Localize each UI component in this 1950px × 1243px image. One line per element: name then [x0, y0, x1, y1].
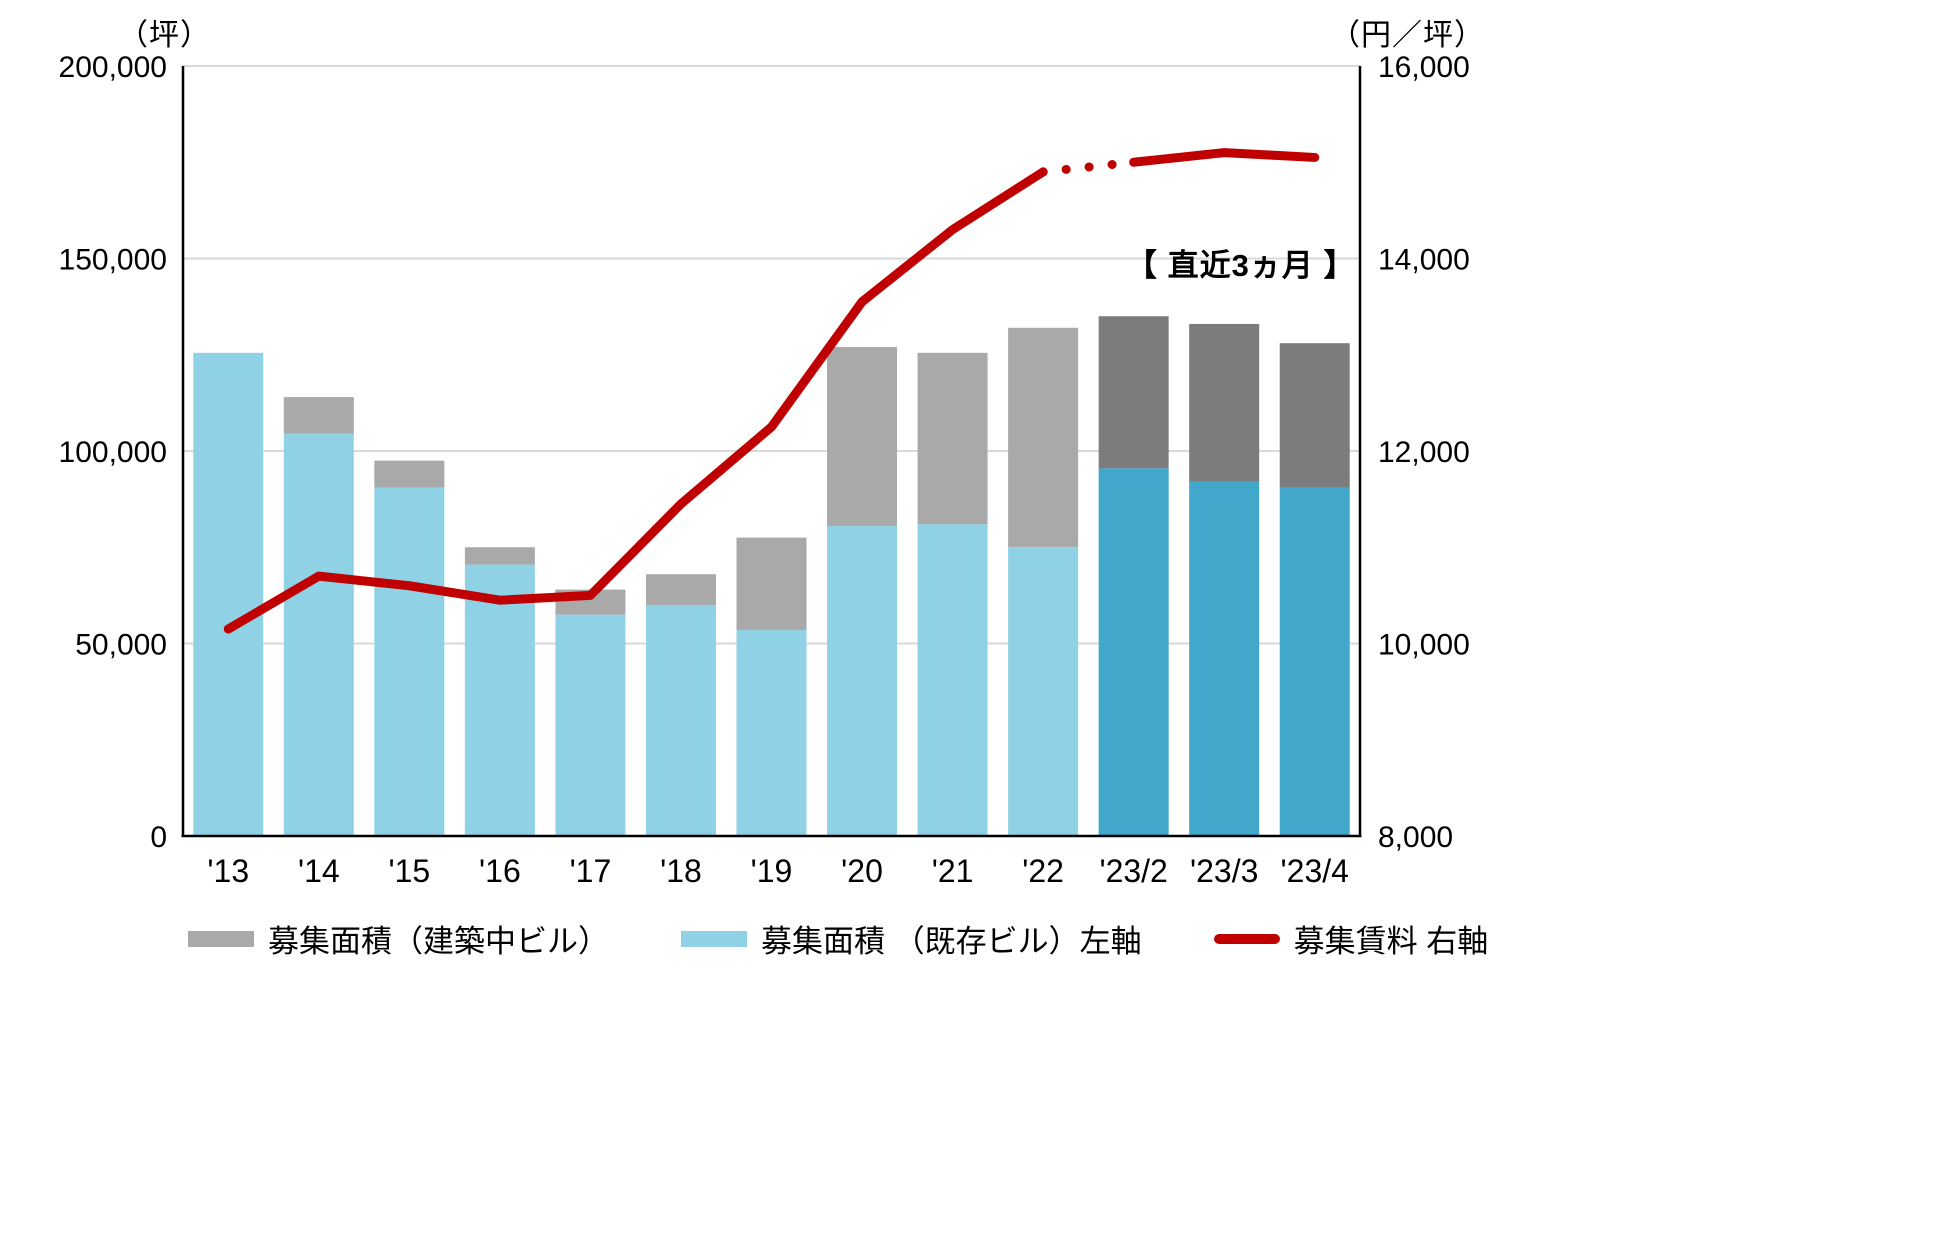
existing-area-bar [1098, 468, 1169, 836]
legend-item-rent-line: 募集賃料 右軸 [1213, 916, 1489, 961]
category-label: '20 [841, 853, 883, 889]
right-axis-tick-label: 10,000 [1378, 629, 1470, 662]
category-label: '18 [660, 853, 702, 889]
construction-area-bar [1008, 327, 1079, 548]
legend-label-under-construction: 募集面積（建築中ビル） [268, 924, 609, 959]
category-label: '22 [1022, 853, 1064, 889]
existing-area-bar [827, 526, 898, 836]
left-axis-tick-label: 100,000 [59, 436, 167, 469]
existing-area-bar [645, 605, 716, 836]
existing-area-bar [917, 524, 988, 836]
rent-line-solid [223, 167, 1048, 634]
construction-area-bar [374, 460, 445, 488]
existing-area-bar [555, 614, 626, 836]
existing-area-bar [374, 487, 445, 836]
left-axis-unit-label: （坪） [118, 19, 211, 52]
rent-line-dotted-gap [1038, 157, 1139, 177]
existing-area-bar [736, 630, 807, 836]
construction-area-bar [736, 537, 807, 631]
construction-area-bar [283, 397, 354, 434]
construction-area-bar [1189, 323, 1260, 482]
category-label: '23/4 [1281, 853, 1349, 889]
legend-label-existing: 募集面積 （既存ビル）左軸 [761, 924, 1142, 959]
legend-label-rent: 募集賃料 右軸 [1293, 924, 1489, 959]
construction-area-bar [917, 352, 988, 525]
construction-area-bar [1279, 343, 1350, 488]
legend-item-existing: 募集面積 （既存ビル）左軸 [681, 916, 1142, 961]
category-label: '15 [388, 853, 430, 889]
category-label: '23/2 [1099, 853, 1167, 889]
category-label: '13 [207, 853, 249, 889]
recent-3-months-annotation: 【 直近3ヵ月 】 [1126, 248, 1356, 283]
existing-area-bar [1279, 487, 1350, 836]
category-label: '17 [570, 853, 612, 889]
right-axis-tick-label: 12,000 [1378, 436, 1470, 469]
left-axis-tick-label: 50,000 [75, 629, 167, 662]
right-axis-tick-label: 16,000 [1378, 51, 1470, 84]
rent-line-recent [1129, 148, 1320, 167]
left-axis-tick-label: 200,000 [59, 51, 167, 84]
construction-area-bar [1098, 316, 1169, 469]
construction-bar-swatch-icon [188, 930, 254, 947]
construction-area-bar [645, 574, 716, 605]
chart-legend: 募集面積（建築中ビル） 募集面積 （既存ビル）左軸 募集賃料 右軸 [188, 916, 1488, 961]
right-axis-tick-label: 14,000 [1378, 244, 1470, 277]
left-axis-tick-label: 150,000 [59, 244, 167, 277]
category-label: '23/3 [1190, 853, 1258, 889]
construction-area-bar [827, 347, 898, 527]
existing-area-bar [283, 433, 354, 836]
construction-area-bar [464, 547, 535, 565]
category-label: '14 [298, 853, 340, 889]
rent-line-swatch-icon [1213, 933, 1280, 944]
existing-bar-swatch-icon [681, 930, 747, 947]
existing-area-bar [193, 352, 264, 836]
category-label: '16 [479, 853, 521, 889]
category-label: '19 [751, 853, 793, 889]
existing-area-bar [1008, 547, 1079, 836]
right-axis-tick-label: 8,000 [1378, 821, 1453, 854]
right-axis-unit-label: （円／坪） [1330, 19, 1485, 52]
legend-item-under-construction: 募集面積（建築中ビル） [188, 916, 609, 961]
left-axis-tick-label: 0 [150, 821, 167, 854]
existing-area-bar [464, 564, 535, 836]
existing-area-bar [1189, 481, 1260, 836]
category-label: '21 [932, 853, 974, 889]
